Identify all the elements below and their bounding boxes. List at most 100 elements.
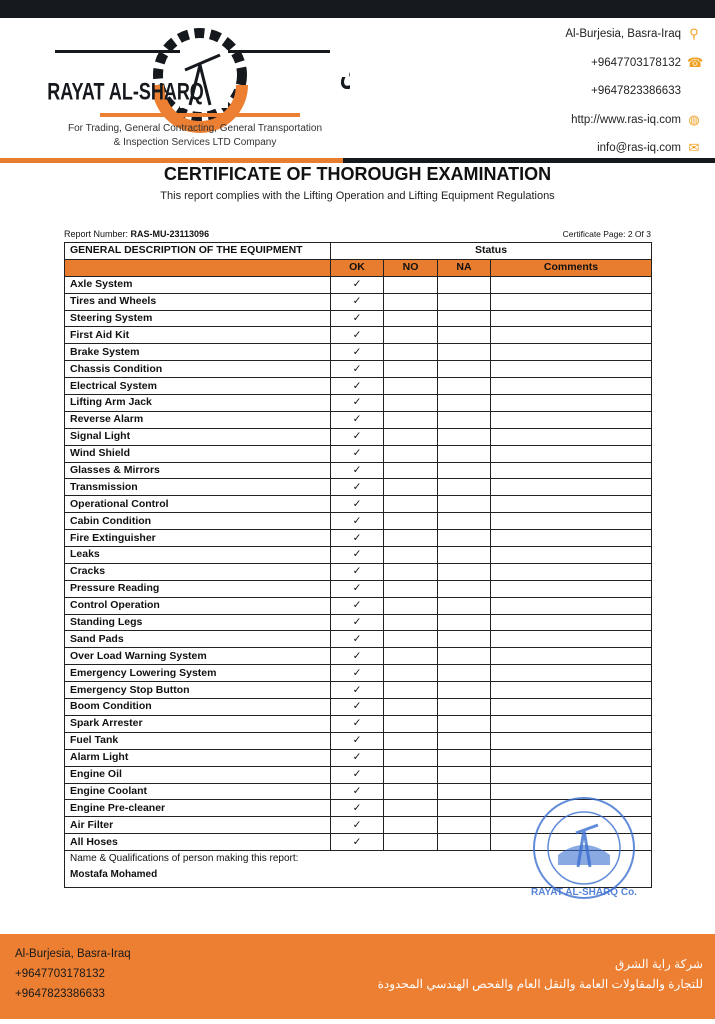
table-row: Glasses & Mirrors ✓ [64,461,652,480]
ok-check: ✓ [330,681,384,700]
no-cell [383,495,438,514]
footer-address: Al-Burjesia, Basra-Iraq [15,948,131,960]
comments-cell [490,714,652,733]
table-row: Operational Control ✓ [64,495,652,514]
na-cell [437,309,491,328]
comments-cell [490,343,652,362]
table-row: Boom Condition ✓ [64,698,652,716]
na-cell [437,410,491,429]
no-cell [383,512,438,531]
tagline: For Trading, General Contracting, Genera… [30,122,360,150]
ok-check: ✓ [330,292,384,311]
table-row: First Aid Kit ✓ [64,326,652,345]
desc-header: GENERAL DESCRIPTION OF THE EQUIPMENT [64,242,331,260]
item-name: Signal Light [64,427,331,446]
no-cell [383,579,438,598]
table-row: Wind Shield ✓ [64,444,652,463]
inspector-label: Name & Qualifications of person making t… [70,853,299,865]
ok-check: ✓ [330,765,384,784]
comments-cell [490,461,652,480]
item-name: Standing Legs [64,613,331,632]
na-cell [437,512,491,531]
no-cell [383,394,438,412]
phone-text: +9647823386633 [591,85,681,98]
item-name: Engine Coolant [64,782,331,801]
item-name: Transmission [64,478,331,497]
ok-check: ✓ [330,579,384,598]
na-cell [437,748,491,767]
no-cell [383,816,438,835]
ok-check: ✓ [330,546,384,564]
empty-cell [64,258,331,277]
comments-cell [490,731,652,750]
ok-check: ✓ [330,529,384,548]
comments-cell [490,512,652,531]
na-cell [437,731,491,750]
no-cell [383,343,438,362]
footer-phone: +9647703178132 [15,968,105,980]
table-row: Cabin Condition ✓ [64,512,652,531]
na-cell [437,613,491,632]
na-cell [437,681,491,700]
item-name: Air Filter [64,816,331,835]
item-name: Sand Pads [64,630,331,649]
item-name: First Aid Kit [64,326,331,345]
table-row: Alarm Light ✓ [64,748,652,767]
no-cell [383,833,438,852]
comments-cell [490,562,652,581]
na-cell [437,394,491,412]
item-name: Leaks [64,546,331,564]
comments-cell [490,444,652,463]
footer: Al-Burjesia, Basra-Iraq +9647703178132 +… [0,934,715,1019]
certificate-page: Certificate Page: 2 Of 3 [562,229,651,239]
company-stamp: RAYAT AL-SHARQ Co. [531,797,637,899]
table-row: Standing Legs ✓ [64,613,652,632]
no-cell [383,377,438,396]
phone-text: +9647703178132 [591,56,681,69]
ok-check: ✓ [330,562,384,581]
na-cell [437,714,491,733]
ok-check: ✓ [330,444,384,463]
table-row: Electrical System ✓ [64,377,652,396]
email-link[interactable]: info@ras-iq.com [597,142,681,155]
comments-cell [490,613,652,632]
table-row: Axle System ✓ [64,275,652,294]
no-cell [383,681,438,700]
ok-check: ✓ [330,714,384,733]
top-bar [0,0,715,18]
contact-email[interactable]: info@ras-iq.com ✉ [565,134,701,163]
col-no: NO [383,258,438,277]
no-cell [383,748,438,767]
tagline-line: For Trading, General Contracting, Genera… [67,123,323,134]
footer-arabic-desc: للتجارة والمقاولات العامة والنقل العام و… [377,977,703,991]
comments-cell [490,546,652,564]
no-cell [383,562,438,581]
ok-check: ✓ [330,731,384,750]
envelope-icon: ✉ [688,140,700,156]
comments-cell [490,377,652,396]
table-row: Engine Oil ✓ [64,765,652,784]
website-link[interactable]: http://www.ras-iq.com [571,113,681,126]
table-row: Steering System ✓ [64,309,652,328]
inspector-name: Mostafa Mohamed [70,869,158,881]
ok-check: ✓ [330,833,384,852]
no-cell [383,613,438,632]
na-cell [437,596,491,615]
comments-cell [490,309,652,328]
footer-arabic: شركة راية الشرق للتجارة والمقاولات العام… [378,954,703,994]
no-cell [383,546,438,564]
divider-orange [0,158,343,163]
table-row: Lifting Arm Jack ✓ [64,394,652,412]
na-cell [437,377,491,396]
na-cell [437,579,491,598]
table-row: Leaks ✓ [64,546,652,564]
no-cell [383,410,438,429]
contact-website[interactable]: http://www.ras-iq.com ◍ [565,106,701,135]
table-row: Engine Coolant ✓ [64,782,652,801]
na-cell [437,275,491,294]
comments-cell [490,292,652,311]
ok-check: ✓ [330,495,384,514]
table-row: Emergency Lowering System ✓ [64,664,652,683]
report-number: Report Number: RAS-MU-23113096 [64,229,209,239]
table-row: Transmission ✓ [64,478,652,497]
